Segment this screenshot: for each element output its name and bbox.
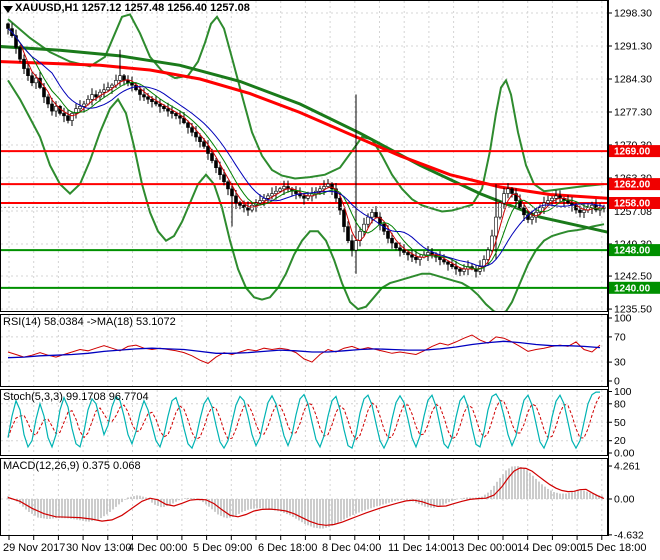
rsi-tick-label: 30 [614,357,626,369]
level-badge-label: 1240.00 [614,283,651,294]
candlesticks [6,22,606,278]
price-tick-label: 1298.30 [614,8,652,20]
level-badge-label: 1248.00 [614,246,651,257]
stoch-tick-label: 0.00 [614,448,635,460]
stoch-signal-line [7,395,601,441]
rsi-tick-label: 0 [614,376,620,388]
price-tick-label: 1284.30 [614,74,652,86]
level-badge-green [609,281,660,294]
level-badge-red [609,178,660,191]
level-badge-red [609,145,660,158]
rsi-line [7,334,601,364]
price-tick-label: 1277.30 [614,107,652,119]
time-tick-label: 15 Dec 18:00 [581,542,646,554]
slow-ma-red-line [1,60,607,200]
rsi-tick-label: 100 [614,313,632,325]
level-badge-red [609,197,660,209]
bollinger-upper-band [7,13,605,213]
chart-title: XAUUSD,H1 1257.12 1257.48 1256.40 1257.0… [15,2,250,14]
level-badge-green [609,244,660,257]
level-badge-label: 1262.00 [614,180,651,191]
price-tick-label: 1291.30 [614,41,652,53]
panel-border [0,0,608,312]
time-axis: 29 Nov 2017 30 Nov 13:004 Dec 00:00 5 Dec … [3,542,646,554]
rsi-ma-line [7,340,601,359]
rsi-tick-label: 70 [614,331,626,343]
macd-tick-label: 4.261 [614,461,640,473]
time-tick-label: 30 Nov 13:00 [66,542,131,554]
level-badge-label: 1269.00 [614,147,651,158]
rsi-panel [1,334,607,364]
macd-signal-line [7,467,605,526]
time-tick-label: 4 Dec 00:00 [128,542,187,554]
level-badge-label: 1258.00 [614,198,651,209]
panel-border [0,314,608,387]
rsi-panel-label: RSI(14) 58.0384 ->MA(18) 53.1072 [3,316,176,328]
panel-border [0,389,608,456]
stoch-tick-label: 80 [614,398,626,410]
price-tick-label: 1235.50 [614,304,652,316]
price-level-badges: 1269.00 1262.00 1258.00 1248.00 1240.00 [609,145,660,294]
main-chart-panel [1,13,607,311]
time-tick-label: 14 Dec 09:00 [517,542,582,554]
stoch-tick-label: 50 [614,417,626,429]
fast-ma-red-line [7,28,605,270]
panel-border [0,458,608,536]
stoch-tick-label: 20 [614,435,626,447]
time-tick-label: 5 Dec 09:00 [193,542,252,554]
stoch-tick-label: 100 [614,386,632,398]
macd-panel [1,466,607,529]
bollinger-lower-band [7,79,605,311]
time-tick-label: 13 Dec 00:00 [452,542,517,554]
time-tick-label: 29 Nov 2017 [3,542,65,554]
macd-tick-label: -4.632 [614,529,644,541]
stoch-panel-label: Stoch(5,3,3) 99.1708 96.7704 [3,391,149,403]
fast-ma-green-line [7,28,605,270]
price-tick-label: 1242.50 [614,271,652,283]
time-tick-label: 11 Dec 14:00 [388,542,453,554]
time-tick-label: 6 Dec 18:00 [258,542,317,554]
stoch-panel [1,391,607,450]
fast-ma-blue-line [7,28,605,267]
time-tick-label: 8 Dec 04:00 [322,542,381,554]
stoch-main-line [7,391,600,450]
macd-tick-label: 0.00 [614,494,635,506]
macd-panel-label: MACD(12,26,9) 0.375 0.068 [3,460,141,472]
ohlc-marker-icon [3,6,13,13]
